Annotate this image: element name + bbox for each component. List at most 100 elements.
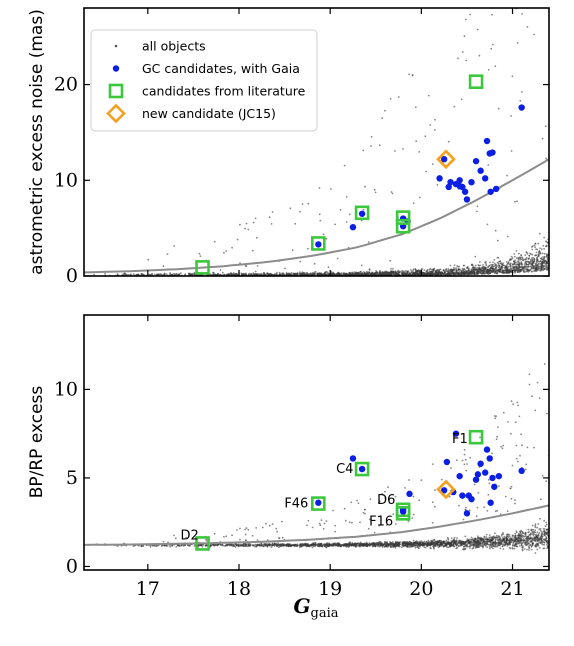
background-point <box>275 527 278 530</box>
background-point <box>453 264 456 266</box>
background-point <box>516 260 519 263</box>
background-point <box>525 542 528 545</box>
background-point <box>270 546 273 549</box>
background-point <box>497 107 500 110</box>
background-point <box>450 270 453 273</box>
background-point <box>504 495 507 498</box>
background-point <box>534 270 537 272</box>
background-point <box>434 272 437 275</box>
background-point <box>493 259 496 261</box>
background-point <box>463 272 465 275</box>
background-point <box>287 272 290 275</box>
background-point <box>398 271 400 274</box>
legend-label: candidates from literature <box>142 84 306 99</box>
background-point <box>441 542 444 544</box>
background-point <box>488 482 491 485</box>
literature-candidate-marker <box>195 260 210 275</box>
background-point <box>523 267 526 270</box>
background-point <box>431 273 434 276</box>
background-point <box>503 264 505 267</box>
background-point <box>544 125 547 128</box>
background-point <box>524 263 526 265</box>
background-point <box>480 268 482 271</box>
background-point <box>466 272 469 275</box>
background-point <box>201 545 204 548</box>
background-point <box>478 538 480 540</box>
background-point <box>518 530 521 533</box>
background-point <box>407 546 410 548</box>
background-point <box>487 478 490 481</box>
background-point <box>433 267 436 270</box>
background-point <box>365 270 368 273</box>
background-point <box>464 18 467 21</box>
background-point <box>187 272 190 275</box>
background-point <box>546 534 549 537</box>
background-point <box>510 400 513 403</box>
background-point <box>522 545 524 548</box>
background-point <box>495 438 498 441</box>
background-point <box>404 487 406 489</box>
background-point <box>534 523 537 525</box>
background-point <box>472 272 474 275</box>
background-point <box>533 33 535 36</box>
background-point <box>493 268 496 271</box>
background-point <box>522 271 525 273</box>
background-point <box>254 545 256 548</box>
background-point <box>453 105 456 108</box>
background-point <box>276 271 278 274</box>
background-point <box>475 540 478 543</box>
background-point <box>463 268 465 270</box>
background-point <box>534 246 536 249</box>
background-point <box>539 247 541 250</box>
background-point <box>235 544 238 547</box>
background-point <box>496 268 498 271</box>
background-point <box>264 544 267 546</box>
background-point <box>500 445 502 448</box>
background-point <box>528 269 530 272</box>
background-point <box>285 273 288 275</box>
background-point <box>542 256 544 258</box>
background-point <box>289 207 292 210</box>
background-point <box>440 478 443 481</box>
background-point <box>458 269 460 271</box>
background-point <box>225 250 228 252</box>
background-point <box>501 271 503 274</box>
background-point <box>541 264 544 267</box>
background-point <box>350 501 352 504</box>
gc-candidate-point <box>456 177 463 184</box>
background-point <box>412 513 415 516</box>
background-point <box>499 270 502 273</box>
background-point <box>477 546 480 549</box>
threshold-curve-line <box>84 158 549 274</box>
background-point <box>394 547 397 549</box>
background-point <box>232 545 234 548</box>
background-point <box>448 273 451 276</box>
background-point <box>526 251 528 254</box>
gc-candidate-point <box>487 188 494 195</box>
background-point <box>414 268 417 271</box>
background-point <box>505 536 508 538</box>
background-point <box>411 74 414 77</box>
background-point <box>254 270 257 273</box>
background-point <box>392 543 394 545</box>
background-point <box>512 403 514 406</box>
background-point <box>490 267 493 269</box>
background-point <box>517 533 520 535</box>
background-point <box>132 273 135 275</box>
background-point <box>461 51 464 53</box>
background-point <box>472 541 474 544</box>
background-point <box>546 256 549 259</box>
background-point <box>482 264 484 266</box>
background-point <box>540 268 543 271</box>
background-point <box>502 444 505 447</box>
background-point <box>544 539 547 541</box>
background-point <box>494 544 497 546</box>
background-point <box>466 542 469 545</box>
background-point <box>332 542 334 545</box>
background-point <box>481 273 484 275</box>
background-point <box>271 523 274 526</box>
background-point <box>326 271 329 274</box>
background-point <box>476 273 479 275</box>
background-point <box>539 536 542 539</box>
background-point <box>463 547 465 550</box>
